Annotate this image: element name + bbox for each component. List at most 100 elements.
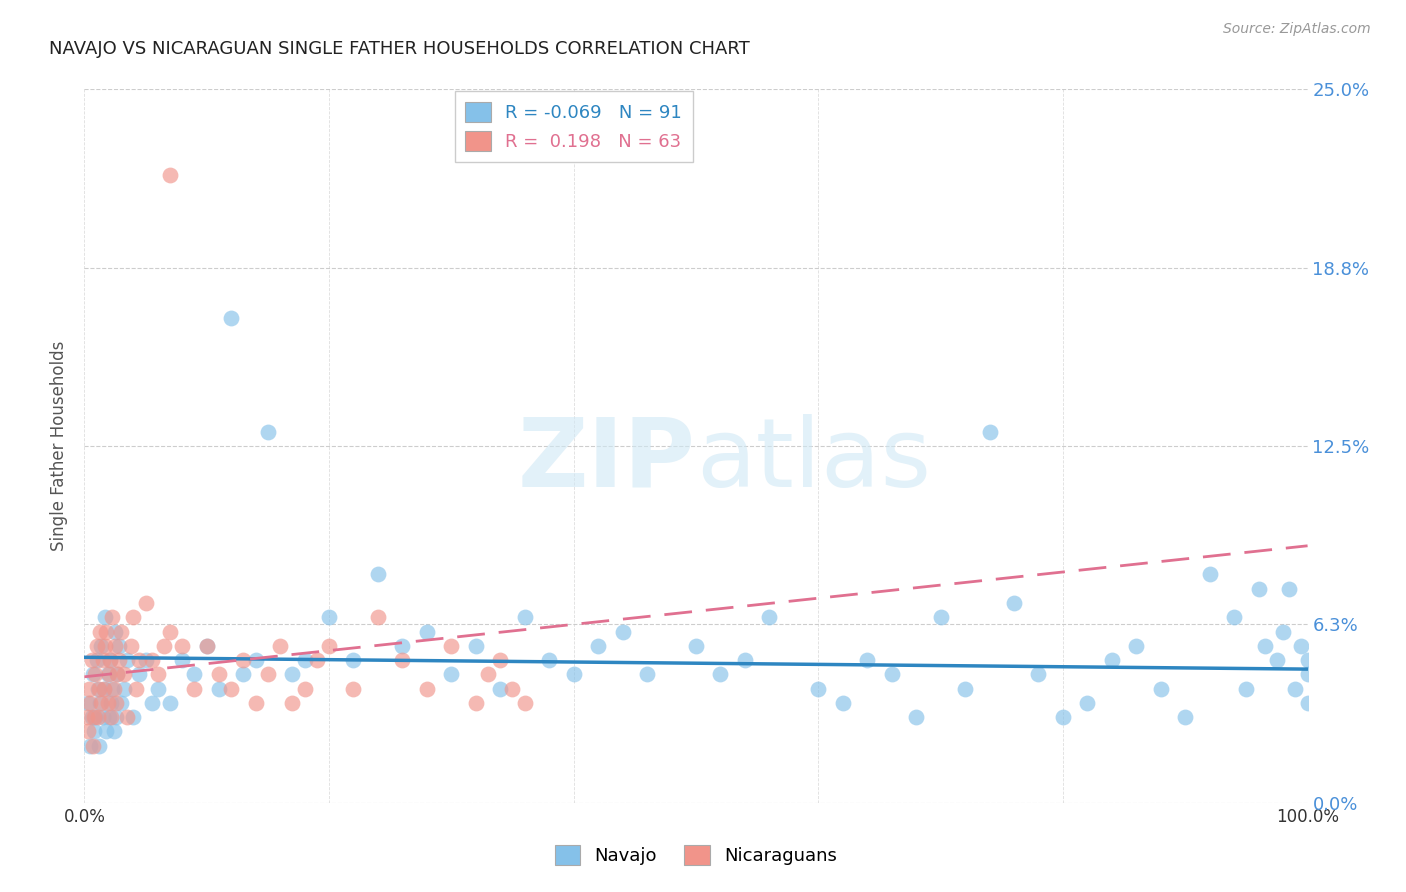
Point (612, 624, 634, 639)
Point (89, 624, 111, 639)
Point (1272, 624, 1295, 639)
Point (367, 567, 389, 582)
Point (104, 624, 127, 639)
Point (245, 696, 267, 710)
Point (107, 639, 129, 653)
Point (440, 639, 463, 653)
Point (141, 696, 163, 710)
Point (96, 624, 118, 639)
Point (685, 639, 707, 653)
Text: atlas: atlas (696, 414, 931, 507)
Point (153, 639, 176, 653)
Point (294, 681, 316, 696)
Point (1296, 696, 1319, 710)
Point (1236, 681, 1258, 696)
Point (110, 696, 132, 710)
Point (464, 696, 486, 710)
Point (82, 667, 104, 681)
Point (112, 681, 135, 696)
Point (90, 639, 112, 653)
Point (856, 653, 879, 667)
Point (831, 696, 853, 710)
Point (159, 696, 181, 710)
Point (146, 667, 169, 681)
Point (318, 639, 340, 653)
Point (538, 653, 561, 667)
Point (83, 710, 105, 724)
Point (89, 696, 111, 710)
Point (101, 610, 124, 624)
Point (93, 681, 115, 696)
Point (105, 667, 128, 681)
Point (80, 653, 103, 667)
Point (120, 639, 142, 653)
Point (84, 710, 107, 724)
Point (929, 610, 952, 624)
Point (101, 681, 124, 696)
Point (115, 710, 138, 724)
Point (122, 710, 145, 724)
Point (98, 653, 121, 667)
Point (87, 681, 110, 696)
Point (90, 696, 112, 710)
Point (880, 667, 903, 681)
Point (93, 681, 115, 696)
Point (513, 696, 536, 710)
Point (562, 667, 585, 681)
Point (391, 639, 413, 653)
Point (84, 667, 107, 681)
Point (416, 624, 439, 639)
Point (86, 653, 108, 667)
Point (440, 667, 463, 681)
Point (103, 681, 125, 696)
Point (636, 667, 658, 681)
Point (183, 667, 205, 681)
Point (128, 667, 150, 681)
Point (110, 624, 132, 639)
Point (195, 639, 218, 653)
Point (100, 710, 122, 724)
Point (135, 653, 157, 667)
Point (1076, 696, 1098, 710)
Point (98, 653, 121, 667)
Point (159, 624, 181, 639)
Point (305, 653, 328, 667)
Text: ZIP: ZIP (517, 414, 696, 507)
Point (122, 610, 145, 624)
Point (77, 681, 100, 696)
Point (183, 681, 205, 696)
Point (269, 639, 291, 653)
Point (107, 653, 129, 667)
Point (232, 653, 254, 667)
Point (195, 639, 218, 653)
Point (219, 310, 242, 325)
Point (1284, 681, 1306, 696)
Point (79, 696, 101, 710)
Point (82, 739, 104, 753)
Point (97, 667, 120, 681)
Point (391, 653, 413, 667)
Point (1296, 667, 1319, 681)
Point (1247, 582, 1270, 596)
Point (83, 724, 105, 739)
Point (1150, 681, 1173, 696)
Point (1278, 582, 1301, 596)
Point (159, 168, 181, 182)
Point (105, 696, 128, 710)
Point (1002, 596, 1025, 610)
Point (208, 667, 231, 681)
Point (79, 739, 101, 753)
Point (979, 425, 1001, 439)
Point (257, 667, 280, 681)
Point (115, 653, 138, 667)
Point (172, 653, 194, 667)
Point (1223, 610, 1246, 624)
Point (586, 639, 609, 653)
Point (96, 724, 118, 739)
Point (367, 610, 389, 624)
Point (87, 739, 110, 753)
Point (1174, 710, 1197, 724)
Point (1198, 567, 1220, 582)
Point (125, 681, 148, 696)
Point (1291, 639, 1313, 653)
